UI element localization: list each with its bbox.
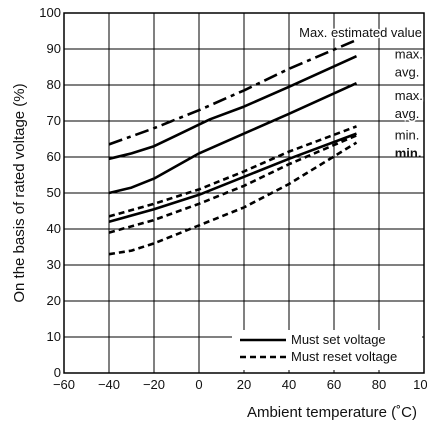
annotations: Max. estimated value max. avg. max. avg. min.… [298, 23, 425, 160]
series-line-4 [108, 125, 357, 218]
annotation-label: avg. [395, 64, 420, 79]
x-axis-title: Ambient temperature (˚C) [247, 404, 417, 421]
y-axis-title: On the basis of rated voltage (%) [11, 83, 28, 302]
annotation-label: min. [395, 145, 422, 160]
y-tick-label: 20 [47, 293, 61, 308]
y-tick-label: 70 [47, 113, 61, 128]
x-tick-label: 60 [327, 377, 341, 392]
x-tick-label: 20 [237, 377, 251, 392]
x-tick-label: −60 [53, 377, 75, 392]
legend: Must set voltage Must reset voltage [232, 330, 422, 370]
x-tick-label: 0 [195, 377, 202, 392]
y-tick-label: 50 [47, 185, 61, 200]
annotation-label: min. [395, 127, 420, 142]
series-line-2 [108, 55, 358, 161]
y-tick-label: 40 [47, 221, 61, 236]
series-line-7 [108, 141, 358, 256]
y-tick-label: 0 [54, 365, 61, 380]
annotation-label: max. [395, 46, 423, 61]
x-tick-labels: −60 −40 −20 0 20 40 60 80 100 [53, 377, 427, 392]
x-tick-label: −20 [143, 377, 165, 392]
x-tick-label: 100 [413, 377, 427, 392]
y-tick-label: 60 [47, 149, 61, 164]
annotation-label: max. [395, 88, 423, 103]
y-tick-label: 90 [47, 41, 61, 56]
x-tick-label: 80 [372, 377, 386, 392]
series-line-5 [108, 132, 357, 224]
y-tick-label: 10 [47, 329, 61, 344]
legend-box [232, 330, 422, 370]
plot-frame [63, 12, 425, 374]
series-line-3 [108, 82, 358, 195]
y-tick-label: 30 [47, 257, 61, 272]
annotation-label: avg. [395, 106, 420, 121]
series-line-6 [108, 134, 358, 234]
x-tick-label: 40 [282, 377, 296, 392]
grid [63, 12, 425, 374]
y-tick-label: 80 [47, 77, 61, 92]
series-layer [108, 38, 358, 256]
legend-label-must-set: Must set voltage [291, 332, 386, 347]
legend-label-must-reset: Must reset voltage [291, 349, 397, 364]
y-tick-labels: 0 10 20 30 40 50 60 70 80 90 100 [39, 5, 61, 380]
y-tick-label: 100 [39, 5, 61, 20]
series-line-1 [108, 38, 358, 146]
annotation-label: Max. estimated value [299, 25, 422, 40]
x-tick-label: −40 [98, 377, 120, 392]
